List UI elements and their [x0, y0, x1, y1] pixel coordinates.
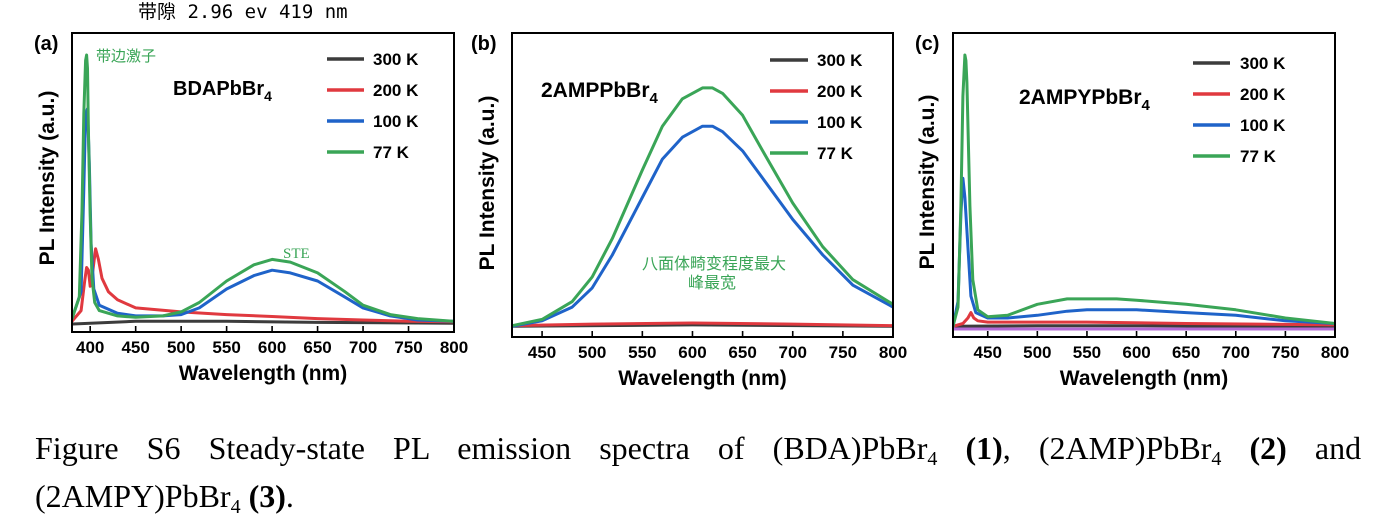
compound-title: 2AMPPbBr4: [541, 79, 659, 107]
series-line: [73, 247, 453, 324]
series-line: [513, 124, 892, 328]
legend-label: 77 K: [817, 144, 854, 163]
legend-label: 200 K: [817, 82, 863, 101]
x-tick-label: 750: [394, 338, 422, 357]
y-axis-label: PL Intensity (a.u.): [916, 95, 939, 270]
annotation-band-edge-exciton: 带边激子: [96, 49, 157, 65]
x-tick-label: 750: [829, 343, 857, 362]
series-lines: [954, 53, 1334, 331]
legend-label: 200 K: [1240, 85, 1286, 104]
x-tick-label: 600: [1122, 343, 1150, 362]
x-tick-label: 400: [76, 338, 104, 357]
series-line: [954, 311, 1334, 328]
series-lines: [513, 86, 892, 328]
series-line: [954, 324, 1334, 329]
panel-label: (b): [471, 33, 497, 55]
header-note: 带隙 2.96 ev 419 nm: [138, 1, 348, 23]
annotation-widest-peak: 峰最宽: [688, 275, 737, 292]
legend-label: 300 K: [373, 50, 419, 69]
x-tick-label: 800: [1321, 343, 1349, 362]
legend-label: 77 K: [1240, 147, 1277, 166]
y-axis-label: PL Intensity (a.u.): [36, 91, 59, 266]
chart-panel: 450 500 550 600 650 700 750 800 Wavelength (nm) P…: [471, 32, 907, 390]
x-tick-label: 600: [678, 343, 706, 362]
x-tick-label: 450: [528, 343, 556, 362]
legend-label: 200 K: [373, 81, 419, 100]
caption-number-3: (3): [248, 478, 286, 514]
x-axis-label: Wavelength (nm): [618, 367, 786, 390]
x-tick-label: 800: [440, 338, 468, 357]
caption-line-1: Figure S6 Steady-state PL emission spect…: [35, 430, 1362, 470]
chart-panel: 450 500 550 600 650 700 750 800 Wavelength (nm) P…: [915, 32, 1349, 390]
x-tick-label: 500: [167, 338, 195, 357]
series-line: [954, 53, 1334, 328]
legend-label: 100 K: [373, 112, 419, 131]
caption-line-2: (2AMPY)PbBr4 (3).: [35, 478, 294, 518]
series-line: [73, 319, 453, 326]
annotation-ste: STE: [283, 246, 310, 262]
x-tick-label: 650: [303, 338, 331, 357]
plot-frame: [71, 32, 455, 333]
x-tick-label: 750: [1271, 343, 1299, 362]
series-line: [513, 86, 892, 328]
legend-label: 100 K: [817, 113, 863, 132]
plot-frame: [952, 32, 1336, 338]
x-tick-label: 650: [728, 343, 756, 362]
series-line: [73, 53, 453, 323]
chart-panel: 400 450 500 550 600 650 700 750 800 Wavelength (n…: [34, 32, 468, 385]
panel-label: (c): [915, 33, 939, 55]
caption-and: and: [1314, 430, 1362, 466]
series-line: [73, 107, 453, 323]
x-tick-label: 550: [628, 343, 656, 362]
x-tick-label: 600: [258, 338, 286, 357]
plot-frame: [511, 32, 894, 338]
series-line: [954, 176, 1334, 328]
x-axis-label: Wavelength (nm): [179, 362, 347, 385]
x-tick-label: 700: [779, 343, 807, 362]
x-axis-label: Wavelength (nm): [1060, 367, 1228, 390]
caption-number-1: (1): [965, 430, 1003, 466]
x-tick-label: 500: [578, 343, 606, 362]
series-line: [513, 321, 892, 328]
caption-fig: Figure S6: [35, 430, 181, 466]
x-tick-label: 550: [1073, 343, 1101, 362]
x-tick-label: 450: [121, 338, 149, 357]
caption-compound-1: (BDA)PbBr4: [772, 430, 938, 470]
x-tick-label: 550: [212, 338, 240, 357]
caption-body: Steady-state PL emission spectra of: [208, 430, 745, 466]
legend-label: 300 K: [1240, 54, 1286, 73]
x-tick-label: 800: [879, 343, 907, 362]
caption-number-2: (2): [1249, 430, 1287, 466]
series-lines: [73, 53, 453, 326]
x-tick-label: 500: [1023, 343, 1051, 362]
caption-compound-3: (2AMPY)PbBr4: [35, 478, 241, 518]
legend-label: 300 K: [817, 51, 863, 70]
legend-label: 77 K: [373, 143, 410, 162]
annotation-distortion: 八面体畸变程度最大: [642, 256, 787, 273]
compound-title: BDAPbBr4: [173, 78, 272, 104]
x-tick-label: 650: [1172, 343, 1200, 362]
x-tick-label: 700: [349, 338, 377, 357]
compound-title: 2AMPYPbBr4: [1019, 86, 1151, 114]
x-tick-label: 700: [1222, 343, 1250, 362]
panel-label: (a): [34, 33, 58, 55]
y-axis-label: PL Intensity (a.u.): [476, 96, 499, 271]
caption-compound-2: (2AMP)PbBr4: [1038, 430, 1222, 470]
legend-label: 100 K: [1240, 116, 1286, 135]
x-tick-label: 450: [974, 343, 1002, 362]
